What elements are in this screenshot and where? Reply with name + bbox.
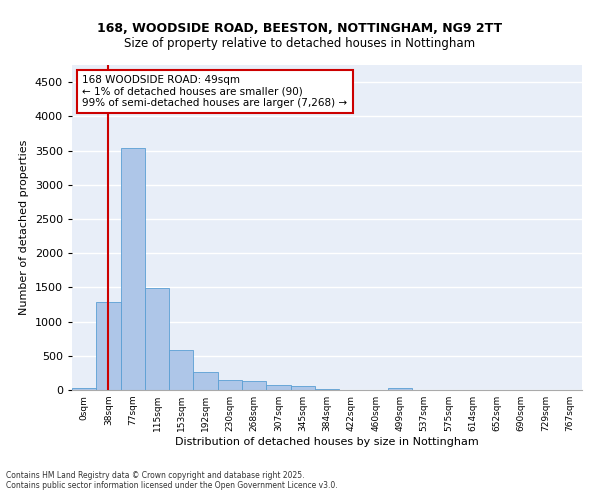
Bar [266,385,290,390]
Bar [290,386,315,390]
Text: 168 WOODSIDE ROAD: 49sqm
← 1% of detached houses are smaller (90)
99% of semi-de: 168 WOODSIDE ROAD: 49sqm ← 1% of detache… [82,74,347,108]
Bar [169,350,193,390]
Bar [388,388,412,390]
Bar [193,372,218,390]
Bar [218,380,242,390]
Bar [145,288,169,390]
Bar [72,388,96,390]
Bar [96,302,121,390]
Text: Size of property relative to detached houses in Nottingham: Size of property relative to detached ho… [124,38,476,51]
X-axis label: Distribution of detached houses by size in Nottingham: Distribution of detached houses by size … [175,437,479,447]
Y-axis label: Number of detached properties: Number of detached properties [19,140,29,315]
Text: Contains HM Land Registry data © Crown copyright and database right 2025.
Contai: Contains HM Land Registry data © Crown c… [6,470,338,490]
Bar [121,148,145,390]
Bar [242,381,266,390]
Text: 168, WOODSIDE ROAD, BEESTON, NOTTINGHAM, NG9 2TT: 168, WOODSIDE ROAD, BEESTON, NOTTINGHAM,… [97,22,503,36]
